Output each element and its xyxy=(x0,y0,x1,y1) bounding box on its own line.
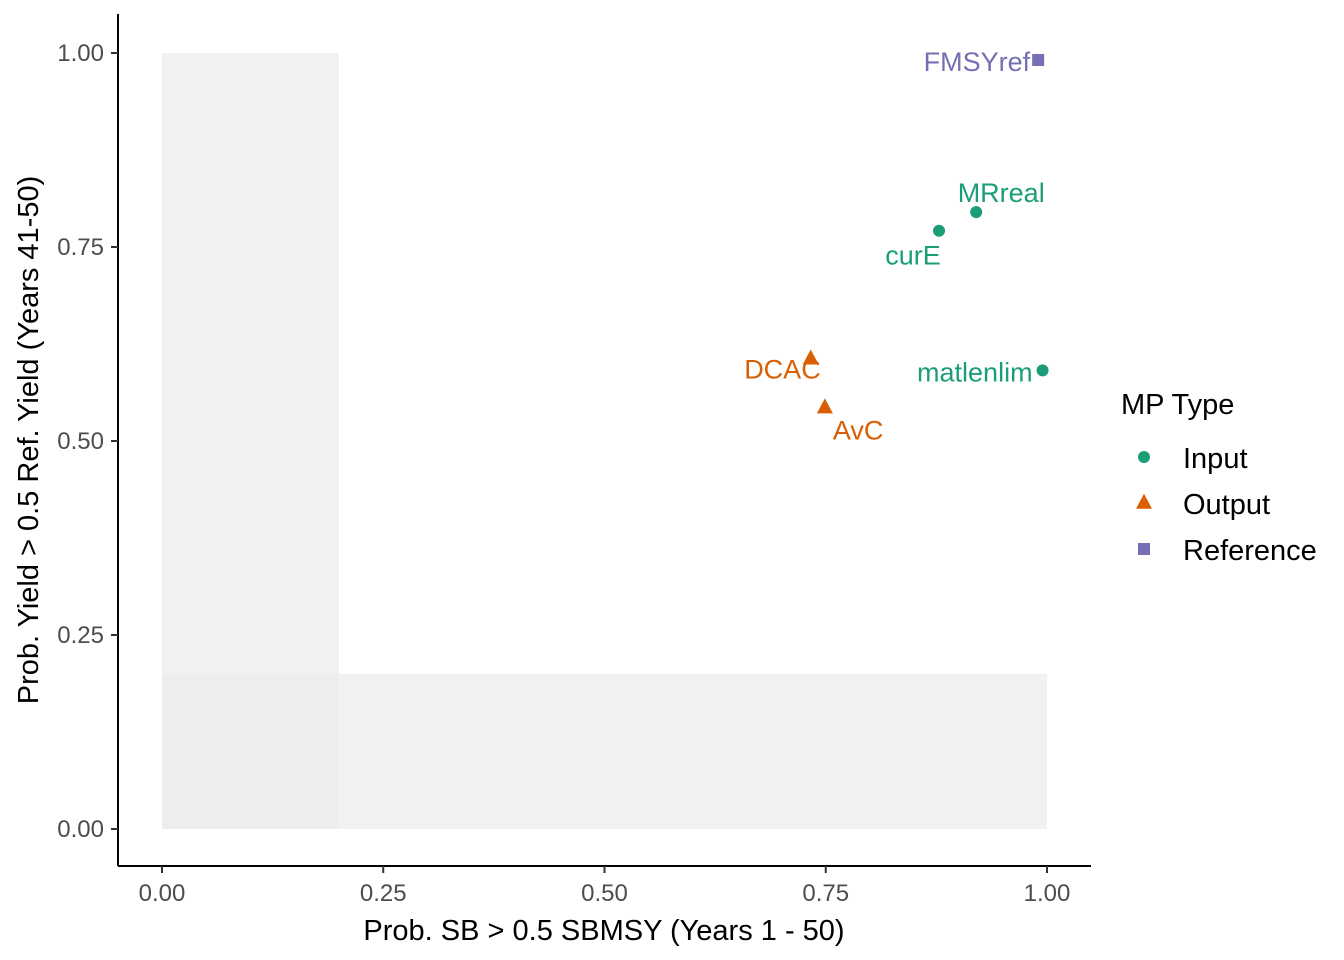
y-tick-label: 0.00 xyxy=(57,816,104,843)
point-label-fmsyref: FMSYref xyxy=(924,47,1031,77)
point-mrreal xyxy=(970,206,983,219)
x-ticks: 0.00 0.25 0.50 0.75 1.00 xyxy=(139,866,1071,907)
y-tick-label: 0.50 xyxy=(57,428,104,455)
x-tick-label: 1.00 xyxy=(1024,880,1071,907)
legend: MP Type Input Output Reference xyxy=(1121,389,1317,567)
y-axis-title: Prob. Yield > 0.5 Ref. Yield (Years 41-5… xyxy=(13,176,45,705)
legend-label-reference: Reference xyxy=(1183,535,1317,567)
data-points xyxy=(802,53,1049,414)
point-cure xyxy=(933,224,946,237)
shaded-region-2 xyxy=(162,673,1047,829)
x-tick-label: 0.50 xyxy=(581,880,628,907)
y-tick-label: 0.25 xyxy=(57,622,104,649)
legend-title: MP Type xyxy=(1121,389,1234,421)
point-label-dcac: DCAC xyxy=(744,355,821,385)
point-labels: MRreal curE matlenlim DCAC AvC FMSYref xyxy=(744,47,1045,446)
x-tick-label: 0.00 xyxy=(139,880,186,907)
x-tick-label: 0.75 xyxy=(802,880,849,907)
y-tick-label: 0.75 xyxy=(57,234,104,261)
point-avc xyxy=(816,398,833,414)
point-label-avc: AvC xyxy=(833,416,884,446)
legend-key-reference xyxy=(1138,543,1150,555)
point-fmsyref xyxy=(1032,53,1045,66)
point-label-matlenlim: matlenlim xyxy=(917,357,1033,387)
y-ticks: 0.00 0.25 0.50 0.75 1.00 xyxy=(57,40,118,843)
legend-label-output: Output xyxy=(1183,489,1270,521)
x-tick-label: 0.25 xyxy=(360,880,407,907)
point-matlenlim xyxy=(1036,364,1049,377)
point-dcac xyxy=(802,349,819,365)
point-label-cure: curE xyxy=(885,241,941,271)
y-tick-label: 1.00 xyxy=(57,40,104,67)
x-axis-title: Prob. SB > 0.5 SBMSY (Years 1 - 50) xyxy=(363,915,844,947)
legend-key-input xyxy=(1138,451,1150,463)
legend-label-input: Input xyxy=(1183,443,1248,475)
shaded-regions xyxy=(162,53,1047,829)
legend-key-output xyxy=(1136,493,1152,509)
point-label-mrreal: MRreal xyxy=(958,178,1045,208)
